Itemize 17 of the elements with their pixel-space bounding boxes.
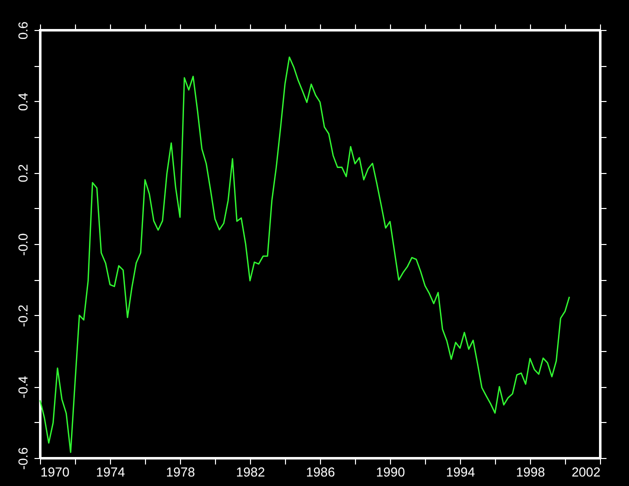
x-tick-label: 1990 bbox=[376, 464, 405, 480]
x-tick-label: 2002 bbox=[572, 464, 600, 480]
x-tick-label: 1970 bbox=[40, 464, 70, 480]
y-tick-label: -0.4 bbox=[16, 376, 30, 398]
y-tick-label: 0.2 bbox=[16, 164, 30, 182]
x-tick-label: 1986 bbox=[306, 464, 335, 480]
x-tick-label: 1978 bbox=[166, 464, 195, 480]
y-tick-label: 0.6 bbox=[16, 21, 30, 40]
y-tick-label: 0.4 bbox=[16, 92, 30, 111]
y-tick-label: -0.2 bbox=[16, 304, 30, 328]
line-series bbox=[39, 56, 570, 453]
y-tick-label: -0.0 bbox=[16, 233, 30, 256]
x-tick-label: 1982 bbox=[236, 464, 265, 480]
y-tick-label: -0.6 bbox=[16, 447, 30, 470]
x-tick-label: 1974 bbox=[96, 464, 125, 480]
x-tick-label: 1994 bbox=[446, 464, 475, 480]
x-tick-label: 1998 bbox=[516, 464, 545, 480]
